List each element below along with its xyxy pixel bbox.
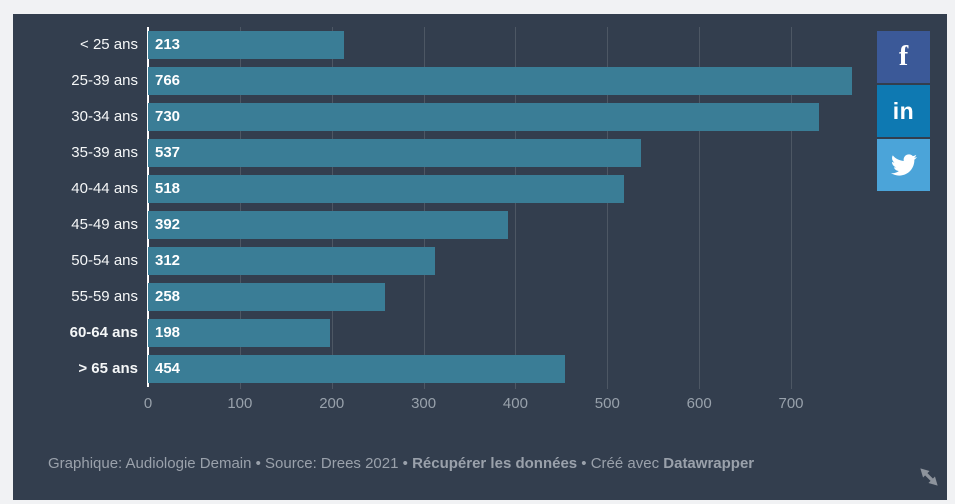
chart-footer: Graphique: Audiologie Demain • Source: D…	[48, 454, 908, 474]
gridline-300	[423, 27, 425, 389]
resize-diagonal-icon	[920, 468, 938, 486]
linkedin-icon: in	[892, 97, 915, 124]
bar-value-label: 766	[155, 72, 181, 89]
axis-baseline	[146, 27, 149, 387]
footer-created-with: • Créé avec	[577, 455, 664, 472]
bar: 312	[148, 247, 435, 275]
bar-value-label: 213	[155, 36, 181, 53]
gridline-600	[699, 27, 701, 389]
bar-value-label: 312	[155, 252, 181, 269]
bar: 730	[148, 103, 819, 131]
x-axis-tick-label: 300	[411, 395, 437, 412]
bar: 392	[148, 211, 509, 239]
bar-value-label: 258	[155, 288, 181, 305]
facebook-share-button[interactable]: f	[877, 31, 930, 83]
footer-link-datawrapper[interactable]: Datawrapper	[663, 455, 755, 472]
bar-value-label: 518	[155, 180, 181, 197]
x-axis-tick-label: 0	[143, 395, 153, 412]
category-label: 30-34 ans	[71, 108, 138, 125]
bar-value-label: 730	[155, 108, 181, 125]
x-axis-tick-label: 500	[594, 395, 620, 412]
category-label: 25-39 ans	[71, 72, 138, 89]
bar: 766	[148, 67, 852, 95]
category-label: 45-49 ans	[71, 216, 138, 233]
gridline-700	[791, 27, 793, 389]
category-label: < 25 ans	[80, 36, 138, 53]
footer-attribution: Graphique: Audiologie Demain • Source: D…	[48, 455, 413, 472]
gridline-200	[331, 27, 333, 389]
bar: 198	[148, 319, 330, 347]
x-axis-tick-label: 200	[319, 395, 345, 412]
x-axis-tick-label: 600	[686, 395, 712, 412]
twitter-share-button[interactable]	[877, 139, 930, 191]
linkedin-share-button[interactable]: in	[877, 85, 930, 137]
bar-value-label: 537	[155, 144, 181, 161]
bar: 213	[148, 31, 344, 59]
bar-value-label: 454	[155, 360, 181, 377]
bar-value-label: 198	[155, 324, 181, 341]
twitter-icon	[890, 154, 917, 176]
category-label: > 65 ans	[78, 360, 138, 377]
x-axis-tick-label: 400	[502, 395, 528, 412]
facebook-icon: f	[898, 41, 909, 72]
category-label: 35-39 ans	[71, 144, 138, 161]
x-axis-tick-label: 700	[778, 395, 804, 412]
share-buttons-column: f in	[877, 31, 930, 193]
x-axis-tick-label: 100	[227, 395, 253, 412]
bar: 258	[148, 283, 385, 311]
category-label: 50-54 ans	[71, 252, 138, 269]
bar: 518	[148, 175, 624, 203]
category-label: 40-44 ans	[71, 180, 138, 197]
gridline-500	[607, 27, 609, 389]
bar-value-label: 392	[155, 216, 181, 233]
gridline-100	[239, 27, 241, 389]
bar: 454	[148, 355, 566, 383]
category-label: 60-64 ans	[69, 324, 138, 341]
bar: 537	[148, 139, 642, 167]
footer-link-get-data[interactable]: Récupérer les données	[412, 455, 578, 472]
gridline-400	[515, 27, 517, 389]
category-label: 55-59 ans	[71, 288, 138, 305]
resize-handle[interactable]	[916, 464, 942, 490]
chart-panel: < 25 ans 213 25-39 ans 766 30-34 ans 730 35-39…	[13, 14, 947, 500]
